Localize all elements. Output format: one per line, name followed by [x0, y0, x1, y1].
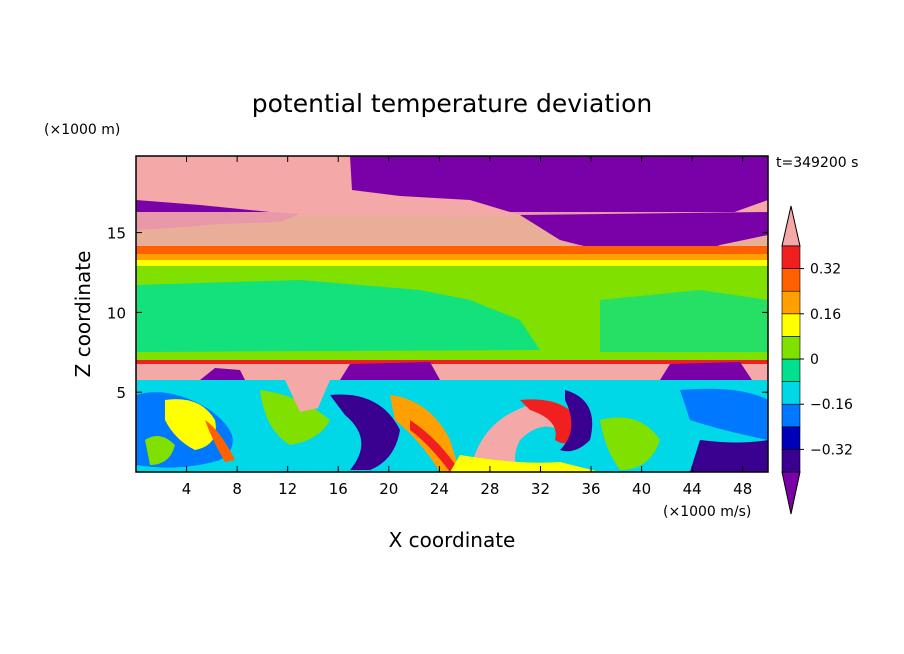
field-bl-red-1 — [205, 420, 235, 462]
colorbar-tick-label: 0.32 — [810, 262, 841, 278]
x-tick-label: 48 — [733, 480, 752, 498]
colorbar-tick-label: −0.16 — [810, 397, 853, 413]
field-low-purple-2 — [660, 362, 752, 380]
colorbar-segment — [781, 449, 801, 473]
x-tick-label: 12 — [278, 480, 297, 498]
colorbar-tick-label: 0 — [810, 352, 819, 368]
field-orange-band — [136, 254, 768, 260]
x-tick-label: 24 — [430, 480, 449, 498]
x-tick-label: 40 — [632, 480, 651, 498]
colorbar-segment — [781, 290, 801, 315]
colorbar-tick-label: −0.32 — [810, 442, 853, 458]
plot-area — [136, 156, 768, 472]
colorbar-segment — [781, 313, 801, 337]
field-bl-pink-swirl — [470, 405, 562, 472]
x-tick-label: 32 — [531, 480, 550, 498]
field-bl-navy-1 — [330, 394, 400, 470]
field-bl-green-1 — [260, 390, 330, 445]
field-bl-green-3 — [145, 436, 175, 465]
x-axis-ticks: 4 8 12 16 20 24 28 32 36 40 44 48 — [182, 156, 752, 498]
field-pink-low — [136, 364, 768, 380]
field-bl-red-swirl — [520, 399, 585, 444]
plot-frame — [135, 155, 769, 473]
colorbar-extend-low — [781, 471, 801, 515]
field-bl-yellow-1 — [165, 399, 216, 450]
x-axis-label: X coordinate — [389, 528, 516, 552]
chart-title: potential temperature deviation — [252, 89, 652, 118]
field-low-purple-3 — [200, 368, 245, 380]
x-tick-label: 16 — [329, 480, 348, 498]
x-tick-label: 44 — [683, 480, 702, 498]
x-tick-label: 28 — [480, 480, 499, 498]
field-bl-pink-plume — [285, 380, 330, 412]
field-low-purple-1 — [340, 362, 440, 380]
colorbar-extend-high — [781, 205, 801, 247]
colorbar: 0.32 0.16 0 −0.16 −0.32 — [781, 205, 853, 515]
x-tick-label: 4 — [182, 480, 192, 498]
colorbar-segment — [781, 268, 801, 292]
colorbar-segment — [781, 245, 801, 269]
time-label: t=349200 s — [776, 155, 858, 171]
field-bl-navy-3 — [690, 440, 768, 472]
field-bl-blue-2 — [680, 388, 768, 440]
colorbar-segment — [781, 426, 801, 450]
y-tick-label: 15 — [107, 225, 126, 243]
field-bl-green-2 — [600, 417, 660, 470]
field-bl-red-2 — [410, 420, 460, 472]
colorbar-segment — [781, 403, 801, 428]
y-axis-label: Z coordinate — [71, 251, 95, 378]
x-tick-label: 20 — [379, 480, 398, 498]
y-tick-label: 10 — [107, 304, 126, 322]
field-inversion — [136, 360, 768, 364]
x-unit-label: (×1000 m/s) — [663, 504, 751, 520]
field-bl-navy-2 — [560, 390, 593, 452]
y-tick-label: 5 — [116, 384, 126, 402]
colorbar-segment — [781, 336, 801, 360]
field-red-band — [136, 246, 768, 254]
x-tick-label: 36 — [581, 480, 600, 498]
colorbar-segment — [781, 381, 801, 405]
colorbar-segment — [781, 358, 801, 382]
colorbar-tick-label: 0.16 — [810, 307, 841, 323]
y-axis-ticks: 5 10 15 — [107, 225, 768, 402]
field-bl-yellow-2 — [450, 455, 600, 472]
x-tick-label: 8 — [232, 480, 242, 498]
field-teal-region-2 — [600, 290, 768, 352]
field-teal-region — [136, 280, 540, 352]
y-unit-label: (×1000 m) — [44, 122, 120, 138]
field-yellow-band — [136, 260, 768, 266]
